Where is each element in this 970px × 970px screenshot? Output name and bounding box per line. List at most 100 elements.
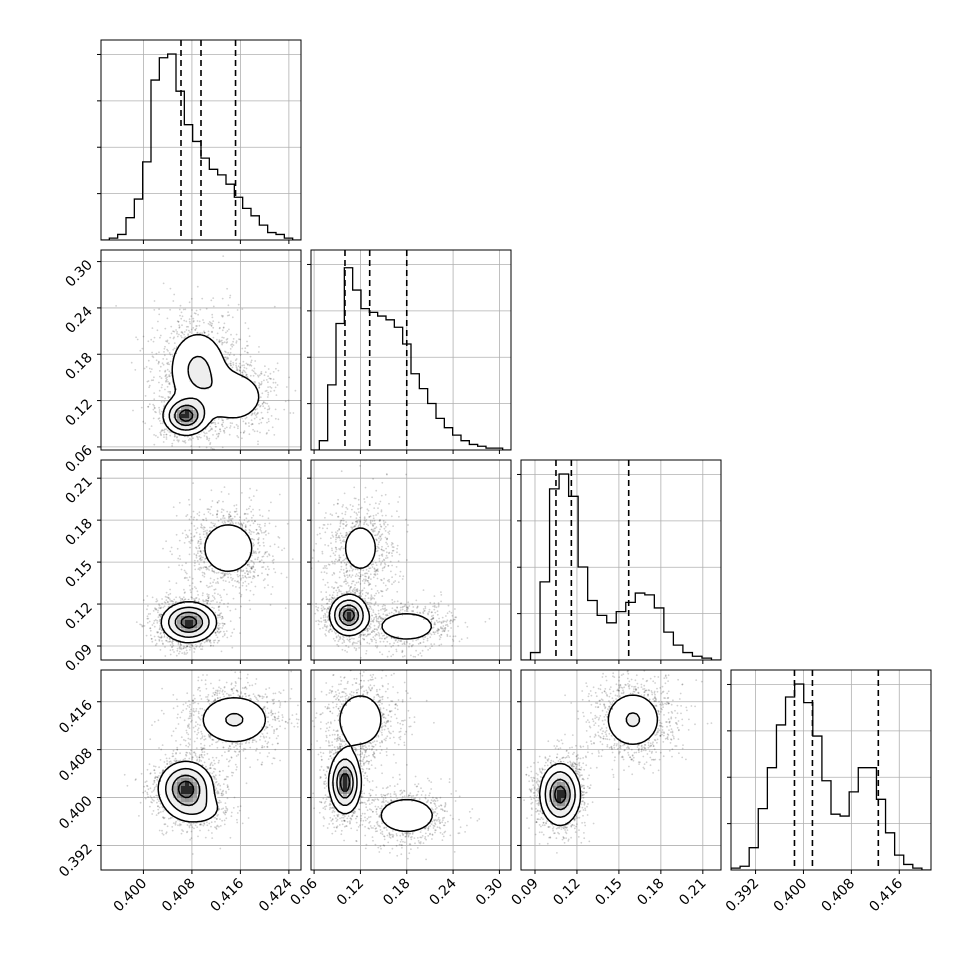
scatter-point <box>151 624 154 626</box>
scatter-point <box>261 417 264 419</box>
scatter-point <box>176 320 179 322</box>
density-cell <box>237 382 242 387</box>
scatter-point <box>201 648 204 650</box>
density-cell <box>197 366 202 371</box>
scatter-point <box>225 630 228 632</box>
scatter-point <box>243 430 246 433</box>
scatter-point <box>163 428 166 431</box>
scatter-point <box>180 335 182 337</box>
scatter-point <box>168 382 171 384</box>
contours <box>162 333 260 437</box>
scatter-point <box>229 515 232 518</box>
scatter-point <box>144 395 147 397</box>
density-cell <box>185 342 190 347</box>
scatter-point <box>159 336 161 339</box>
scatter-point <box>254 569 257 571</box>
scatter-point <box>169 391 172 393</box>
density-cell <box>165 406 170 411</box>
scatter-point <box>208 640 211 642</box>
scatter-point <box>188 498 190 501</box>
scatter-point <box>202 566 205 569</box>
scatter-point <box>264 402 267 405</box>
scatter-point <box>205 533 208 535</box>
scatter-point <box>151 355 154 358</box>
scatter-point <box>246 364 249 366</box>
scatter-point <box>239 516 241 519</box>
density-cell <box>213 350 218 355</box>
scatter-point <box>174 435 176 437</box>
scatter-point <box>224 572 226 575</box>
density-cell <box>173 366 178 371</box>
scatter-point <box>248 531 251 534</box>
scatter-point <box>272 562 275 564</box>
density-cell <box>209 362 214 367</box>
scatter-point <box>251 565 254 568</box>
scatter-point <box>170 332 173 335</box>
scatter-point <box>160 636 163 639</box>
scatter-point <box>161 384 164 386</box>
scatter-point <box>201 594 204 597</box>
scatter-point <box>197 594 200 596</box>
scatter-point <box>254 360 257 362</box>
density-cell <box>225 382 230 387</box>
scatter-point <box>259 431 261 434</box>
density-cell <box>189 430 194 435</box>
scatter-point <box>152 379 155 382</box>
scatter-point <box>203 332 206 334</box>
scatter-point <box>269 604 272 606</box>
scatter-point <box>145 366 148 368</box>
density-cell <box>189 362 194 367</box>
scatter-point <box>163 636 166 638</box>
density-cell <box>177 398 182 403</box>
scatter-point <box>234 608 237 611</box>
scatter-point <box>179 314 181 317</box>
scatter-point <box>228 581 231 583</box>
scatter-point <box>199 498 202 501</box>
scatter-point <box>161 429 164 432</box>
scatter-point <box>218 639 221 642</box>
scatter-point <box>217 628 220 631</box>
scatter-point <box>236 435 239 437</box>
density-cell <box>189 394 194 399</box>
scatter-point <box>198 547 201 550</box>
scatter-point <box>158 406 161 409</box>
scatter-point <box>219 630 222 633</box>
scatter-point <box>228 433 231 436</box>
density-cell <box>177 430 182 435</box>
scatter-point <box>206 593 209 595</box>
scatter-point <box>248 520 250 522</box>
scatter-point <box>196 436 199 439</box>
scatter-point <box>190 591 192 594</box>
scatter-point <box>210 422 213 425</box>
scatter-point <box>210 427 213 430</box>
density-cell <box>209 350 214 355</box>
scatter-point <box>274 408 277 411</box>
scatter-point <box>235 341 238 344</box>
scatter-point <box>146 617 149 620</box>
scatter-point <box>183 440 186 443</box>
scatter-point <box>170 325 173 328</box>
scatter-point <box>218 327 221 330</box>
density-cell <box>169 418 174 423</box>
scatter-point <box>232 338 235 340</box>
scatter-point <box>206 602 209 604</box>
scatter-point <box>165 379 168 382</box>
scatter-point <box>249 374 252 377</box>
scatter-point <box>167 395 170 398</box>
density-cell <box>165 418 170 423</box>
scatter-point <box>253 411 256 414</box>
density-cell <box>221 390 226 395</box>
scatter-point <box>148 428 151 430</box>
density-cell <box>213 386 218 391</box>
scatter-point <box>153 309 156 311</box>
scatter-point <box>229 348 232 350</box>
scatter-point <box>225 357 228 360</box>
scatter-point <box>209 529 211 532</box>
scatter-point <box>169 550 172 553</box>
density-cell <box>205 350 210 355</box>
scatter-point <box>183 319 186 322</box>
scatter-point <box>223 574 225 576</box>
scatter-point <box>171 645 174 648</box>
scatter-point <box>267 429 270 432</box>
scatter-point <box>178 501 181 504</box>
